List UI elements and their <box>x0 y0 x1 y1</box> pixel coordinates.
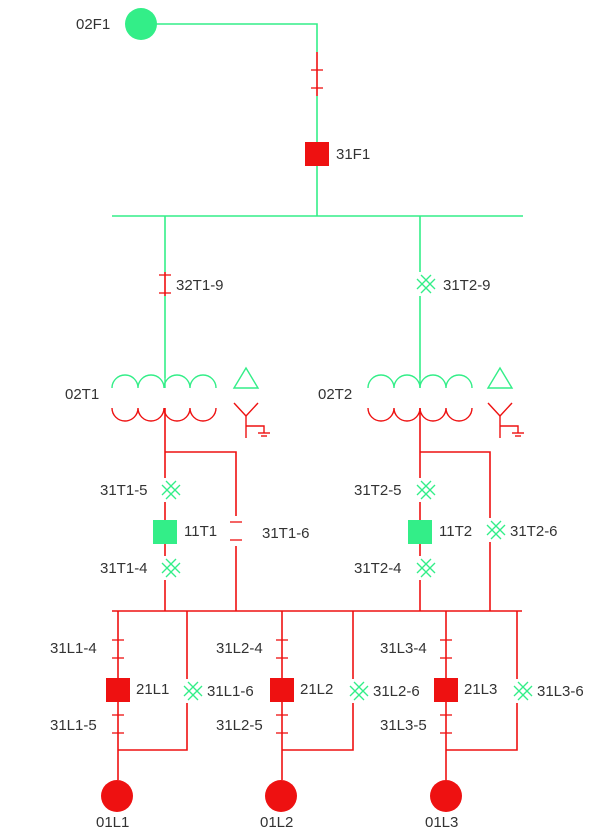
breaker-11t1[interactable] <box>153 520 177 544</box>
label-21l3: 21L3 <box>464 681 497 698</box>
label-21l1: 21L1 <box>136 681 169 698</box>
label-01l1: 01L1 <box>96 814 129 831</box>
feeder-line-top <box>155 23 318 52</box>
label-01l3: 01L3 <box>425 814 458 831</box>
label-31t2-9: 31T2-9 <box>443 277 491 294</box>
label-31t1-5: 31T1-5 <box>100 482 148 499</box>
disconnector-31l1-6[interactable] <box>183 681 203 701</box>
breaker-11t2[interactable] <box>408 520 432 544</box>
transformer-02t1[interactable] <box>111 366 270 438</box>
disconnector-31t2-6[interactable] <box>486 520 506 540</box>
label-02f1: 02F1 <box>76 16 110 33</box>
breaker-21l1[interactable] <box>106 678 130 702</box>
label-31l3-4: 31L3-4 <box>380 640 427 657</box>
label-01l2: 01L2 <box>260 814 293 831</box>
disconnector-31t1-5[interactable] <box>161 480 181 500</box>
wye-grounded-icon <box>233 402 270 438</box>
label-31t2-4: 31T2-4 <box>354 560 402 577</box>
label-11t1: 11T1 <box>184 523 217 540</box>
disconnector-31t1-6[interactable] <box>229 521 243 541</box>
label-31l3-6: 31L3-6 <box>537 683 584 700</box>
label-31t1-4: 31T1-4 <box>100 560 148 577</box>
hv-disconnector-32f[interactable] <box>311 52 323 96</box>
label-31f1: 31F1 <box>336 146 370 163</box>
disconnector-31t1-4[interactable] <box>161 558 181 578</box>
label-31l1-4: 31L1-4 <box>50 640 97 657</box>
label-31l2-4: 31L2-4 <box>216 640 263 657</box>
label-31l1-5: 31L1-5 <box>50 717 97 734</box>
label-21l2: 21L2 <box>300 681 333 698</box>
breaker-21l2[interactable] <box>270 678 294 702</box>
load-01l1[interactable] <box>101 780 133 812</box>
label-31t2-5: 31T2-5 <box>354 482 402 499</box>
disconnector-31l2-6[interactable] <box>349 681 369 701</box>
disconnector-31t2-9[interactable] <box>416 274 436 294</box>
label-31l3-5: 31L3-5 <box>380 717 427 734</box>
label-02t1: 02T1 <box>65 386 99 403</box>
wye-grounded-icon <box>487 402 524 438</box>
label-31l1-6: 31L1-6 <box>207 683 254 700</box>
disconnector-32t1-9[interactable] <box>159 272 171 296</box>
disconnector-31l3-6[interactable] <box>513 681 533 701</box>
disconnector-31t2-5[interactable] <box>416 480 436 500</box>
load-01l2[interactable] <box>265 780 297 812</box>
transformer-02t2[interactable] <box>367 366 524 438</box>
label-31t2-6: 31T2-6 <box>510 523 558 540</box>
load-01l3[interactable] <box>430 780 462 812</box>
label-02t2: 02T2 <box>318 386 352 403</box>
breaker-21l3[interactable] <box>434 678 458 702</box>
label-31l2-6: 31L2-6 <box>373 683 420 700</box>
delta-winding-icon <box>232 366 260 389</box>
disconnector-31t2-4[interactable] <box>416 558 436 578</box>
delta-winding-icon <box>486 366 514 389</box>
breaker-31f1[interactable] <box>305 142 329 166</box>
label-11t2: 11T2 <box>439 523 472 540</box>
label-31l2-5: 31L2-5 <box>216 717 263 734</box>
feeder-source-02f1[interactable] <box>125 8 157 40</box>
label-31t1-6: 31T1-6 <box>262 525 310 542</box>
label-32t1-9: 32T1-9 <box>176 277 224 294</box>
